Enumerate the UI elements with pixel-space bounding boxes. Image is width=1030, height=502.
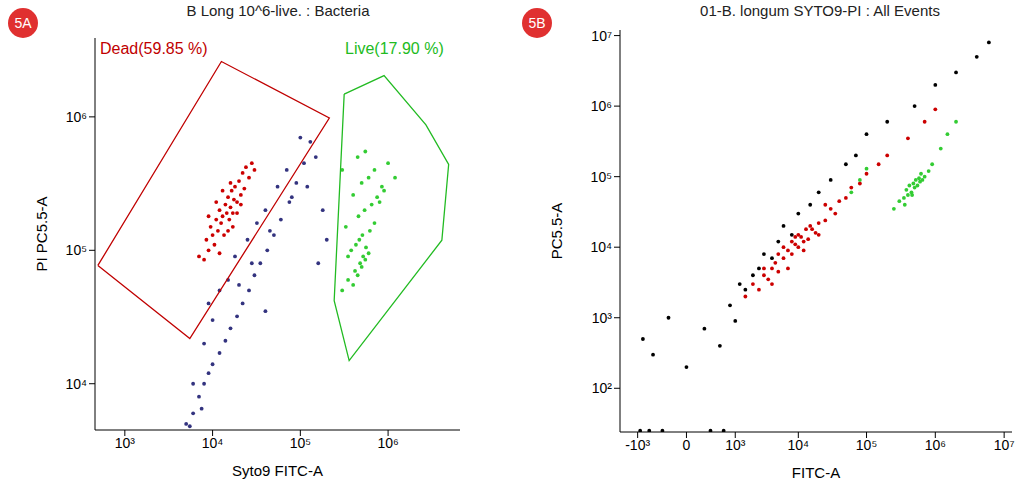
svg-text:10³: 10³ xyxy=(725,437,746,453)
svg-text:10⁴: 10⁴ xyxy=(202,435,224,451)
svg-text:10²: 10² xyxy=(592,380,613,396)
svg-text:-10³: -10³ xyxy=(625,437,650,453)
html-text:01-B. longum SYTO9-PI : All Ev: 01-B. longum SYTO9-PI : All Events xyxy=(700,2,940,19)
svg-text:PI PC5.5-A: PI PC5.5-A xyxy=(33,196,50,271)
svg-text:Syto9 FITC-A: Syto9 FITC-A xyxy=(232,462,323,479)
html-text:B Long 10^6-live. : Bacteria: B Long 10^6-live. : Bacteria xyxy=(186,2,370,19)
svg-text:10³: 10³ xyxy=(592,310,613,326)
svg-text:10⁶: 10⁶ xyxy=(591,98,612,114)
html-text:Dead(59.85 %): Dead(59.85 %) xyxy=(100,40,208,57)
svg-text:10⁶: 10⁶ xyxy=(377,435,398,451)
html-text:5A: 5A xyxy=(14,15,32,31)
svg-text:10⁵: 10⁵ xyxy=(66,242,87,258)
svg-text:0: 0 xyxy=(683,437,691,453)
svg-text:10⁴: 10⁴ xyxy=(65,376,87,392)
svg-text:10³: 10³ xyxy=(115,435,136,451)
svg-text:10⁵: 10⁵ xyxy=(290,435,311,451)
svg-text:10⁵: 10⁵ xyxy=(856,437,877,453)
svg-text:10⁷: 10⁷ xyxy=(994,437,1015,453)
svg-text:FITC-A: FITC-A xyxy=(792,464,840,481)
svg-text:10⁷: 10⁷ xyxy=(591,28,612,44)
svg-text:10⁴: 10⁴ xyxy=(788,437,810,453)
svg-text:10⁵: 10⁵ xyxy=(591,169,612,185)
svg-text:10⁶: 10⁶ xyxy=(66,109,87,125)
svg-text:10⁶: 10⁶ xyxy=(925,437,946,453)
html-text:Live(17.90 %): Live(17.90 %) xyxy=(345,40,444,57)
html-text:5B: 5B xyxy=(528,15,546,31)
svg-text:PC5.5-A: PC5.5-A xyxy=(548,203,565,260)
svg-text:10⁴: 10⁴ xyxy=(590,239,612,255)
